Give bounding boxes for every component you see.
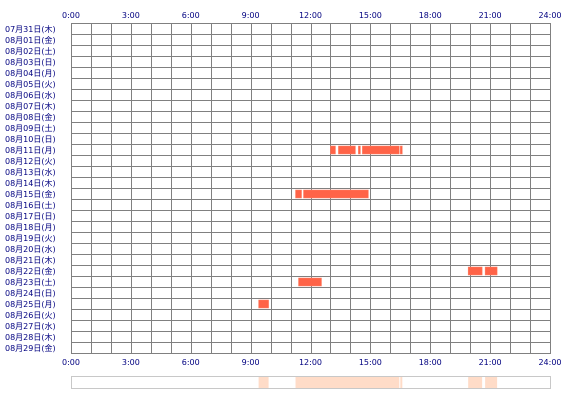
bottom-time-label: 3:00 bbox=[122, 358, 140, 367]
date-label: 08月12日(火) bbox=[5, 157, 56, 166]
date-label: 08月13日(水) bbox=[5, 167, 56, 177]
summary-segment bbox=[400, 377, 403, 388]
bottom-time-label: 15:00 bbox=[359, 358, 382, 367]
top-time-label: 18:00 bbox=[419, 11, 442, 20]
activity-bar bbox=[467, 266, 483, 276]
activity-bar bbox=[258, 299, 269, 309]
bottom-time-label: 12:00 bbox=[299, 358, 322, 367]
date-label: 08月05日(火) bbox=[5, 80, 56, 89]
date-label: 08月19日(火) bbox=[5, 234, 56, 243]
summary-segment bbox=[303, 377, 369, 388]
top-time-label: 6:00 bbox=[182, 11, 200, 20]
bottom-time-label: 21:00 bbox=[479, 358, 502, 367]
bottom-time-label: 0:00 bbox=[62, 358, 80, 367]
activity-bar bbox=[484, 266, 498, 276]
date-label: 08月17日(日) bbox=[5, 212, 56, 221]
summary-segment bbox=[468, 377, 483, 388]
top-time-label: 24:00 bbox=[538, 11, 561, 20]
date-label: 08月03日(日) bbox=[5, 58, 56, 67]
date-label: 08月29日(金) bbox=[5, 343, 56, 353]
date-label: 08月07日(木) bbox=[5, 101, 56, 111]
activity-bar bbox=[303, 189, 369, 199]
top-time-label: 15:00 bbox=[359, 11, 382, 20]
date-label: 08月18日(月) bbox=[5, 223, 56, 232]
bottom-time-label: 18:00 bbox=[419, 358, 442, 367]
summary-segment bbox=[485, 377, 498, 388]
top-time-label: 21:00 bbox=[479, 11, 502, 20]
date-label: 08月21日(木) bbox=[5, 255, 56, 265]
bottom-time-axis: 0:00 3:00 6:00 9:00 12:00 15:00 18:00 21:00 24:0… bbox=[62, 358, 562, 367]
date-label: 08月25日(月) bbox=[5, 300, 56, 309]
top-time-label: 0:00 bbox=[62, 11, 80, 20]
bottom-time-label: 24:00 bbox=[538, 358, 561, 367]
date-label: 08月27日(水) bbox=[5, 321, 56, 331]
date-label: 08月23日(土) bbox=[5, 277, 56, 287]
activity-bar bbox=[362, 145, 400, 155]
date-label: 08月06日(水) bbox=[5, 90, 56, 100]
grid bbox=[71, 23, 551, 354]
top-time-axis: 0:00 3:00 6:00 9:00 12:00 15:00 18:00 21:00 24:0… bbox=[62, 11, 562, 20]
date-label: 08月28日(木) bbox=[5, 332, 56, 342]
date-label: 08月16日(土) bbox=[5, 200, 56, 210]
top-time-label: 9:00 bbox=[242, 11, 260, 20]
summary-segment bbox=[258, 377, 269, 388]
top-time-label: 3:00 bbox=[122, 11, 140, 20]
date-label: 08月01日(金) bbox=[5, 35, 56, 45]
date-label: 08月26日(火) bbox=[5, 311, 56, 320]
date-label: 08月20日(水) bbox=[5, 244, 56, 254]
summary-segment bbox=[298, 377, 322, 388]
activity-bar bbox=[400, 145, 403, 155]
activity-bar bbox=[295, 189, 302, 199]
date-label: 07月31日(木) bbox=[5, 24, 56, 34]
bottom-time-label: 9:00 bbox=[242, 358, 260, 367]
date-label: 08月08日(金) bbox=[5, 112, 56, 122]
date-label: 08月15日(金) bbox=[5, 189, 56, 199]
date-label: 08月02日(土) bbox=[5, 46, 56, 56]
activity-bar bbox=[338, 145, 356, 155]
date-label: 08月09日(土) bbox=[5, 123, 56, 133]
date-label: 08月24日(日) bbox=[5, 289, 56, 298]
summary-strip bbox=[71, 376, 551, 389]
bottom-time-label: 6:00 bbox=[182, 358, 200, 367]
date-label: 08月10日(日) bbox=[5, 135, 56, 144]
activity-bars bbox=[258, 145, 498, 309]
date-label: 08月14日(木) bbox=[5, 178, 56, 188]
date-label: 08月22日(金) bbox=[5, 266, 56, 276]
date-label: 08月04日(月) bbox=[5, 69, 56, 78]
activity-bar bbox=[358, 145, 361, 155]
summary-segment bbox=[362, 377, 400, 388]
activity-bar bbox=[298, 277, 322, 287]
activity-bar bbox=[330, 145, 336, 155]
date-label: 08月11日(月) bbox=[5, 146, 56, 155]
date-labels: 07月31日(木)08月01日(金)08月02日(土) 08月03日(日) 08月0… bbox=[5, 24, 56, 353]
top-time-label: 12:00 bbox=[299, 11, 322, 20]
